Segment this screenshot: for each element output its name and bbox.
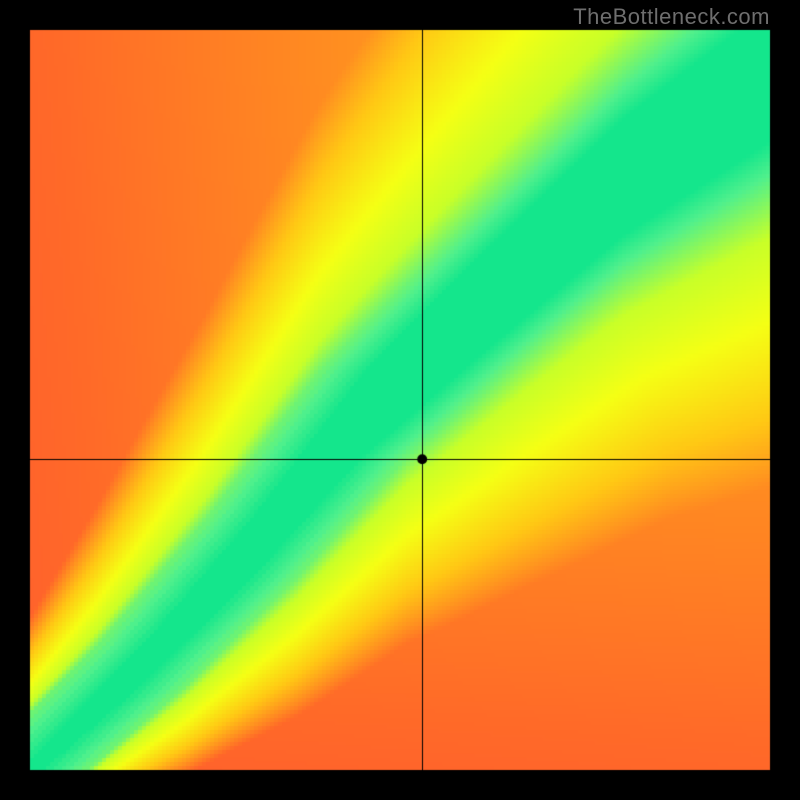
- watermark-text: TheBottleneck.com: [573, 4, 770, 30]
- bottleneck-heatmap: [0, 0, 800, 800]
